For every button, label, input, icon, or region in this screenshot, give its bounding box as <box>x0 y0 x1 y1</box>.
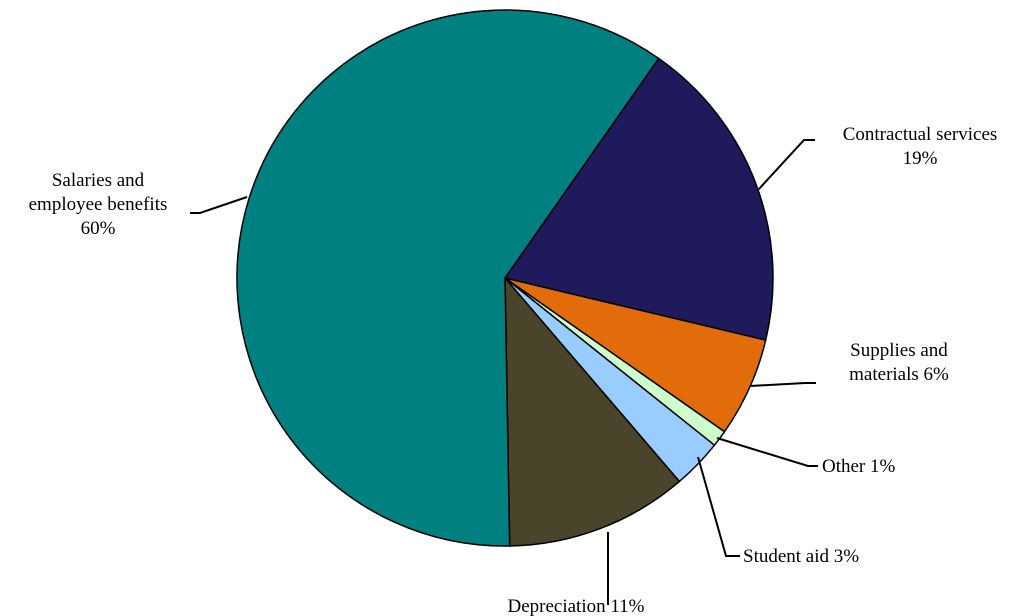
leader-line-supplies-and-materials <box>749 382 816 387</box>
slice-labels: Contractual services 19% Supplies and mater… <box>29 124 998 616</box>
leader-line-salaries-and-employee-benefits <box>190 196 248 214</box>
slice-label-line: Depreciation 11% <box>508 596 645 616</box>
slice-label-line: Contractual services <box>843 124 998 145</box>
pie-slices <box>236 9 774 547</box>
slice-label-line: 19% <box>903 148 938 169</box>
slice-label-line: materials 6% <box>849 364 949 385</box>
slice-label-student-aid: Student aid 3% <box>743 546 859 567</box>
slice-label-other: Other 1% <box>822 456 896 477</box>
slice-label-line: employee benefits <box>29 194 168 215</box>
slice-label-line: Supplies and <box>850 340 948 361</box>
slice-label-salaries-and-employee-benefits: Salaries and employee benefits 60% <box>29 170 168 239</box>
pie-slice-contractual-services <box>503 57 774 342</box>
leader-lines <box>190 139 818 605</box>
slice-label-depreciation: Depreciation 11% <box>508 596 645 616</box>
pie-slice-depreciation <box>504 275 681 547</box>
slice-label-supplies-and-materials: Supplies and materials 6% <box>849 340 949 385</box>
leader-line-contractual-services <box>757 139 815 191</box>
pie-slice-salaries-and-employee-benefits <box>236 9 660 547</box>
slice-label-line: 60% <box>81 218 116 239</box>
leader-line-other <box>716 437 818 467</box>
slice-label-line: Salaries and <box>52 170 145 191</box>
slice-label-contractual-services: Contractual services 19% <box>843 124 998 169</box>
leader-line-student-aid <box>697 456 740 557</box>
slice-label-line: Student aid 3% <box>743 546 859 567</box>
slice-label-line: Other 1% <box>822 456 896 477</box>
